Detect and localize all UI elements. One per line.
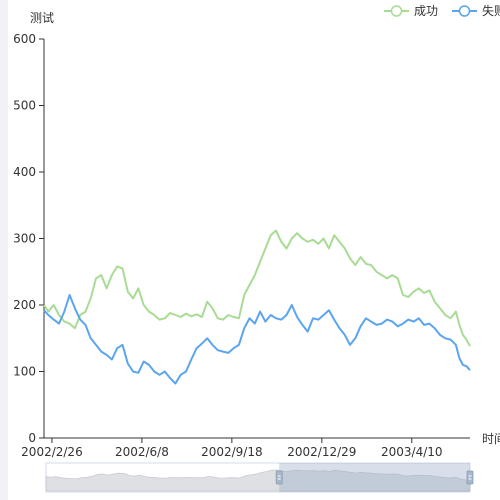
legend-circle-icon xyxy=(390,5,403,17)
handle-grip-icon xyxy=(466,470,474,485)
y-tick-label: 500 xyxy=(13,99,36,113)
x-axis-name: 时间 xyxy=(482,432,500,446)
y-axis-name: 测试 xyxy=(30,10,54,25)
x-tick-label: 2003/4/10 xyxy=(381,445,443,459)
legend-label: 成功 xyxy=(414,4,438,18)
x-tick-label: 2002/9/18 xyxy=(201,445,263,459)
legend-item-2[interactable]: 失败 xyxy=(452,3,500,18)
left-edge-strip xyxy=(0,0,8,500)
y-tick-label: 200 xyxy=(13,298,36,312)
legend-label: 失败 xyxy=(482,3,500,18)
y-tick-label: 400 xyxy=(13,165,36,179)
legend-item-1[interactable]: 成功 xyxy=(384,4,438,18)
zoom-preview-area xyxy=(45,469,471,492)
x-tick-label: 2002/2/26 xyxy=(21,445,83,459)
handle-grip-icon xyxy=(275,470,283,485)
zoom-left-handle[interactable] xyxy=(275,470,283,485)
zoom-selected-window[interactable] xyxy=(279,463,470,492)
y-tick-label: 100 xyxy=(13,365,36,379)
y-tick-label: 300 xyxy=(13,232,36,246)
x-tick-label: 2002/12/29 xyxy=(287,445,356,459)
y-tick-label: 0 xyxy=(28,431,36,445)
series-line-1[interactable] xyxy=(43,229,471,347)
legend-circle-icon xyxy=(458,5,471,17)
series-line-2[interactable] xyxy=(43,294,471,385)
x-tick-label: 2002/6/8 xyxy=(115,445,169,459)
zoom-right-handle[interactable] xyxy=(466,470,474,485)
y-tick-label: 600 xyxy=(13,32,36,46)
